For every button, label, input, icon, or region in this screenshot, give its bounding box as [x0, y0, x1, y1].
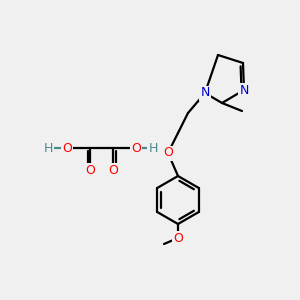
Text: O: O	[173, 232, 183, 244]
Text: O: O	[85, 164, 95, 176]
Text: O: O	[163, 146, 173, 160]
Text: O: O	[131, 142, 141, 154]
Text: O: O	[62, 142, 72, 154]
Text: N: N	[239, 83, 249, 97]
Text: H: H	[43, 142, 53, 154]
Text: N: N	[200, 86, 210, 100]
Text: H: H	[148, 142, 158, 154]
Text: O: O	[108, 164, 118, 176]
